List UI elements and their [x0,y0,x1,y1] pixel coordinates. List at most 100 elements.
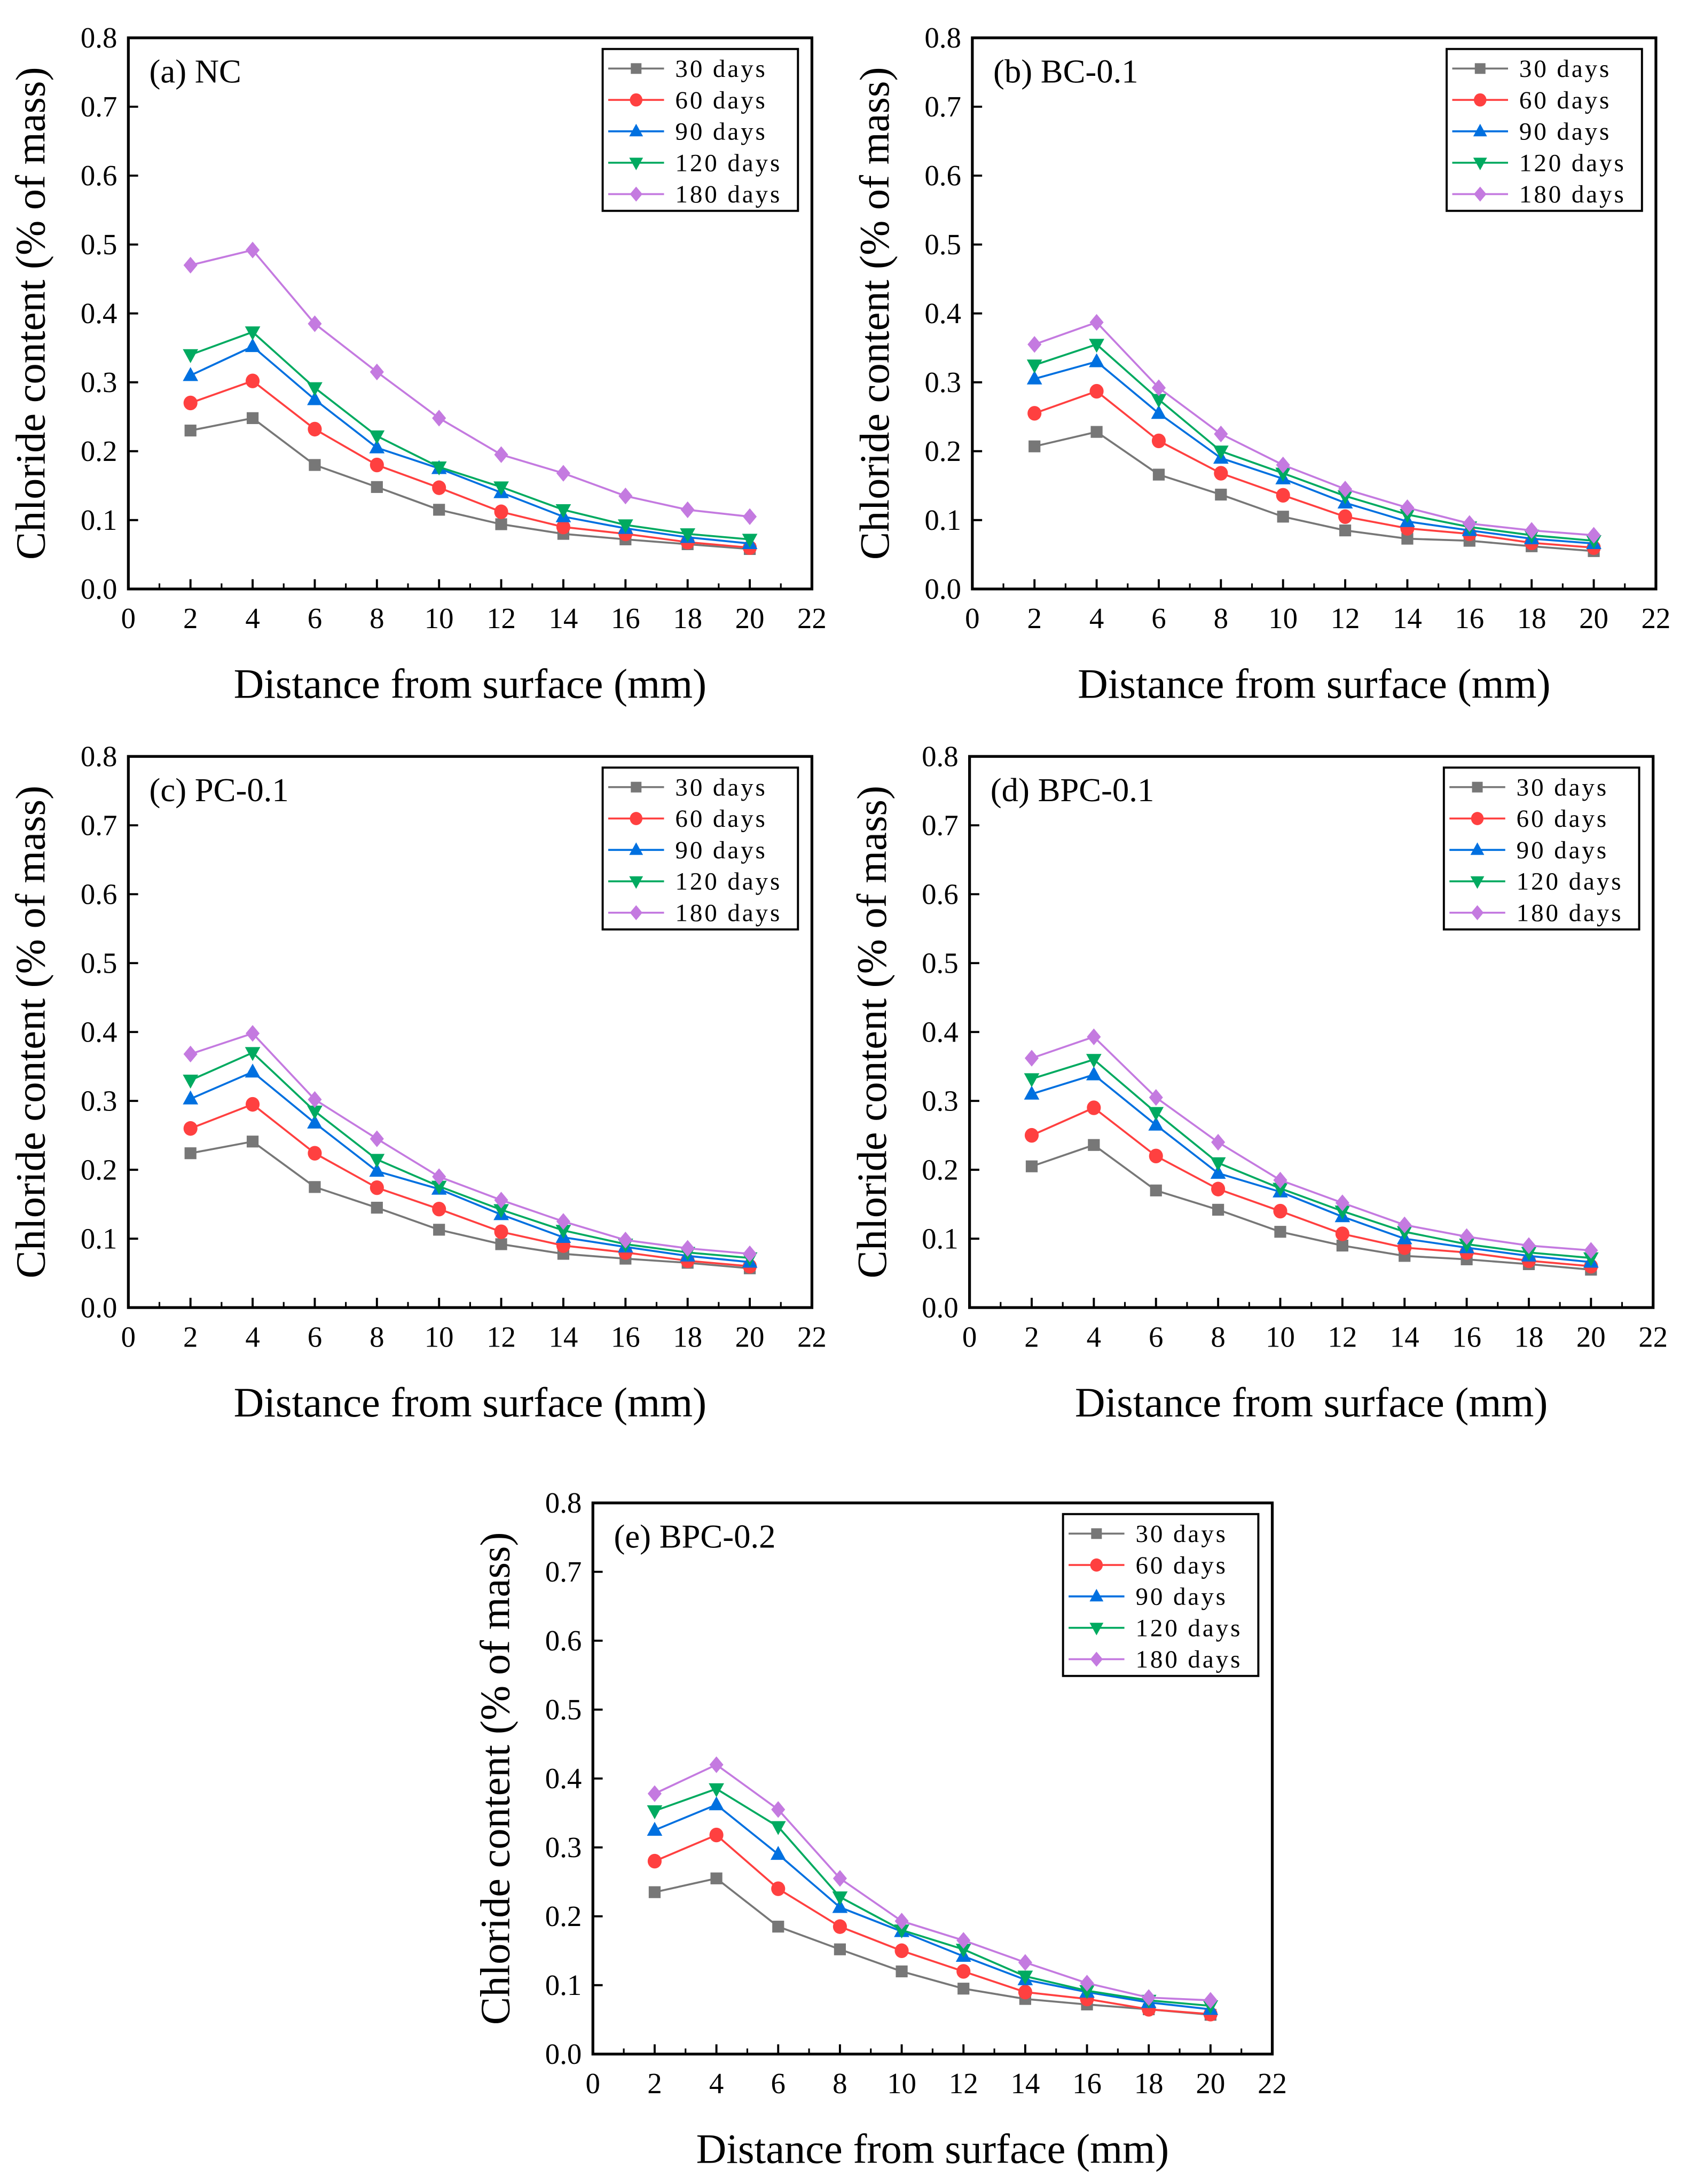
y-tick-label: 0.5 [924,228,961,261]
marker-diamond [370,1130,384,1147]
marker-circle [956,1964,971,1979]
x-tick-label: 12 [1331,602,1360,635]
marker-circle [1027,406,1042,421]
marker-square [1339,524,1352,537]
marker-triangle-up [1470,842,1485,855]
series-line [1034,361,1594,545]
y-tick-label: 0.1 [924,504,961,536]
y-tick-label: 0.8 [81,21,117,54]
legend-label: 120 days [1135,1614,1242,1642]
series-line [654,1834,1211,2015]
legend-label: 180 days [1517,899,1623,927]
x-tick-label: 22 [797,602,827,635]
x-tick-label: 16 [1455,602,1484,635]
y-tick-label: 0.1 [81,504,117,536]
marker-triangle-down [1459,1238,1474,1253]
marker-circle [246,373,260,388]
x-axis-title: Distance from surface (mm) [1078,660,1551,707]
marker-triangle-down [1089,1623,1104,1635]
series-line [1034,390,1594,549]
legend-label: 30 days [675,55,767,83]
series-90-days [1026,353,1601,550]
marker-diamond [1471,905,1484,920]
y-tick-label: 0.6 [924,159,961,192]
marker-square [246,412,259,424]
series-180-days [1027,314,1601,544]
marker-circle [308,1146,322,1161]
x-tick-label: 22 [1638,1320,1668,1353]
x-axis-title: Distance from surface (mm) [1075,1379,1548,1426]
marker-square [371,481,383,493]
marker-diamond [432,1168,446,1185]
marker-square [896,1965,908,1978]
marker-triangle-up [1151,405,1167,419]
legend: 30 days 60 days 90 days 120 days 180 days [1446,48,1643,212]
y-tick-label: 0.4 [922,1015,959,1048]
marker-diamond [742,508,757,525]
x-tick-label: 6 [308,1320,322,1353]
x-tick-label: 6 [308,602,322,635]
marker-triangle-down [493,1204,509,1218]
x-tick-label: 16 [1072,2067,1102,2100]
marker-square [1474,63,1486,74]
marker-diamond [647,1785,662,1802]
marker-diamond [1459,1228,1474,1245]
y-tick-label: 0.3 [924,366,961,398]
marker-circle [1211,1181,1226,1196]
x-tick-label: 10 [1268,602,1298,635]
marker-circle [556,519,570,535]
chart-panel-d: 0 2 4 6 8 10 12 14 16 18 20 22 0.0 0.1 0.2 0.3 0.4 0.5 0.6… [849,740,1668,1426]
y-tick-label: 0.3 [922,1084,959,1117]
y-tick-label: 0.6 [81,878,117,910]
marker-triangle-down [1151,394,1167,408]
x-tick-label: 10 [887,2067,916,2100]
x-tick-label: 14 [549,602,578,635]
x-tick-label: 8 [1211,1320,1225,1353]
marker-diamond [1473,186,1487,202]
y-tick-label: 0.8 [922,740,959,773]
legend-label: 180 days [1519,181,1626,208]
series-180-days [1024,1028,1598,1259]
legend-label: 90 days [675,836,767,864]
x-tick-label: 4 [1087,1320,1101,1353]
series-line [190,1051,750,1259]
marker-triangle-up [1089,1588,1104,1602]
series-60-days [647,1827,1218,2022]
marker-triangle-down [1089,339,1104,353]
x-tick-label: 8 [370,602,384,635]
y-tick-label: 0.4 [924,297,961,330]
marker-triangle-up [1473,123,1487,137]
marker-square [246,1136,259,1148]
marker-square [631,63,642,74]
x-tick-label: 16 [1452,1320,1481,1353]
series-120-days [183,1047,758,1266]
legend-label: 90 days [1517,836,1608,864]
marker-square [772,1921,784,1933]
x-tick-label: 12 [949,2067,978,2100]
marker-triangle-up [709,1796,724,1811]
series-90-days [647,1796,1219,2015]
marker-diamond [1151,379,1166,396]
marker-circle [1273,1203,1287,1219]
series-line [190,1070,750,1263]
marker-triangle-up [1024,1085,1040,1100]
marker-triangle-down [431,461,447,476]
marker-diamond [894,1913,909,1930]
marker-triangle-down [742,534,758,548]
x-axis-title: Distance from surface (mm) [234,1379,707,1426]
legend-label: 120 days [1517,868,1623,896]
marker-triangle-down [1210,1157,1226,1171]
marker-triangle-up [629,123,643,137]
marker-triangle-up [832,1899,848,1913]
marker-circle [494,1224,508,1239]
marker-triangle-down [307,382,323,396]
chart-panel-c: 0 2 4 6 8 10 12 14 16 18 20 22 0.0 0.1 0.2 0.3 0.4 0.5 0.6… [7,740,827,1426]
marker-triangle-up [1148,1116,1164,1131]
marker-square [433,1224,445,1236]
x-tick-label: 0 [965,602,979,635]
marker-circle [432,480,446,495]
legend-label: 60 days [675,805,767,833]
marker-square [184,1147,197,1160]
y-axis-title: Chloride content (% of mass) [7,67,54,560]
x-tick-label: 0 [586,2067,600,2100]
